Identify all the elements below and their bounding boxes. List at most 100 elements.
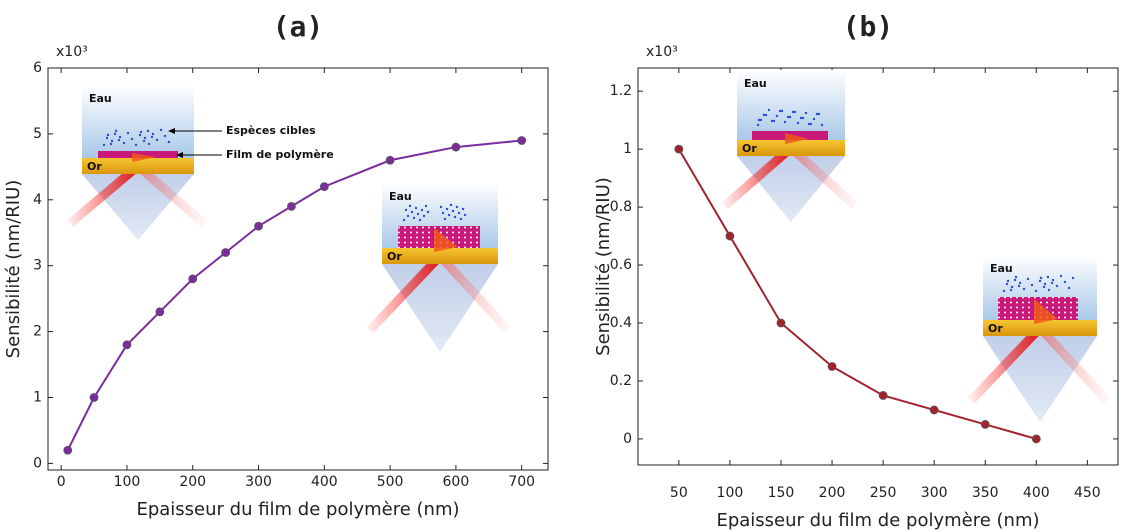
target-molecule bbox=[163, 134, 167, 138]
target-molecule bbox=[786, 115, 790, 119]
y-tick-label: 1.2 bbox=[610, 83, 632, 99]
target-molecule bbox=[412, 216, 416, 220]
target-molecule bbox=[783, 120, 787, 124]
plasmon-arrow bbox=[132, 153, 156, 162]
target-molecule bbox=[772, 119, 776, 123]
target-molecule bbox=[443, 217, 447, 221]
target-molecule bbox=[778, 109, 782, 113]
target-molecule bbox=[414, 206, 418, 210]
target-molecule bbox=[1005, 282, 1009, 286]
target-molecule bbox=[1022, 287, 1026, 291]
x-tick-label: 300 bbox=[245, 474, 272, 490]
target-molecule bbox=[126, 131, 130, 135]
target-molecule bbox=[439, 205, 443, 209]
target-molecule bbox=[812, 117, 816, 121]
x-tick-label: 150 bbox=[768, 485, 795, 501]
gold-layer bbox=[737, 140, 845, 156]
target-molecule bbox=[408, 204, 412, 208]
y-tick-label: 0.8 bbox=[610, 199, 632, 215]
x-tick-label: 700 bbox=[508, 474, 535, 490]
target-molecule bbox=[105, 136, 109, 140]
target-molecule bbox=[109, 142, 113, 146]
target-molecule bbox=[449, 203, 453, 207]
target-molecule bbox=[1030, 283, 1034, 287]
target-molecule bbox=[780, 109, 784, 113]
data-point bbox=[188, 274, 198, 284]
target-molecule bbox=[455, 205, 459, 209]
y-axis-label: Sensibilité (nm/RIU) bbox=[3, 180, 24, 359]
target-molecule bbox=[102, 143, 106, 147]
y-tick-label: 3 bbox=[33, 258, 42, 274]
pointer-head bbox=[168, 128, 175, 134]
target-molecule bbox=[122, 141, 126, 145]
target-molecule bbox=[118, 135, 122, 139]
target-molecule bbox=[155, 138, 159, 142]
target-molecule bbox=[1047, 288, 1051, 292]
gold-layer bbox=[382, 248, 498, 264]
target-molecule bbox=[406, 214, 410, 218]
target-molecule bbox=[759, 118, 763, 122]
inset-label: Eau bbox=[744, 77, 767, 90]
data-point bbox=[517, 136, 527, 145]
inset-label: Espèces cibles bbox=[226, 124, 316, 137]
y-tick-label: 4 bbox=[33, 192, 42, 208]
target-molecule bbox=[770, 119, 774, 123]
data-point bbox=[725, 231, 735, 241]
target-molecule bbox=[1010, 285, 1014, 289]
target-molecule bbox=[1042, 285, 1046, 289]
target-molecule bbox=[815, 112, 819, 116]
y-tick-label: 2 bbox=[33, 324, 42, 340]
data-line bbox=[677, 148, 1037, 440]
y-tick-label: 1 bbox=[623, 141, 632, 157]
x-tick-label: 50 bbox=[670, 485, 688, 501]
target-molecule bbox=[142, 139, 146, 143]
gold-layer bbox=[983, 320, 1097, 336]
target-molecule bbox=[1050, 281, 1054, 285]
incident-beam bbox=[366, 252, 444, 334]
reflected-beam bbox=[1036, 324, 1111, 404]
water bbox=[82, 85, 194, 158]
target-molecule bbox=[404, 208, 408, 212]
x-tick-label: 600 bbox=[443, 474, 470, 490]
y-tick-label: 0 bbox=[623, 431, 632, 447]
data-point bbox=[827, 362, 837, 371]
data-point bbox=[1031, 434, 1041, 444]
reflected-beam bbox=[436, 252, 512, 334]
inset-label: Eau bbox=[389, 190, 412, 203]
incident-beam bbox=[722, 144, 794, 209]
inset-label: Or bbox=[742, 142, 757, 155]
target-molecule bbox=[426, 210, 430, 214]
data-point bbox=[63, 445, 73, 455]
incident-beam bbox=[967, 324, 1044, 404]
target-molecule bbox=[1038, 279, 1042, 283]
y-multiplier: x10³ bbox=[646, 44, 678, 60]
target-molecule bbox=[1046, 275, 1050, 279]
y-axis-label: Sensibilité (nm/RIU) bbox=[593, 177, 614, 356]
gold-layer bbox=[82, 158, 194, 174]
target-molecule bbox=[767, 108, 771, 112]
reflected-beam bbox=[135, 162, 207, 227]
y-tick-label: 1 bbox=[33, 390, 42, 406]
target-molecule bbox=[1067, 286, 1071, 290]
x-tick-label: 350 bbox=[972, 485, 999, 501]
chart-title: (a) bbox=[273, 10, 324, 43]
x-tick-label: 100 bbox=[717, 485, 744, 501]
target-molecule bbox=[1051, 278, 1055, 282]
target-molecule bbox=[114, 129, 118, 133]
x-tick-label: 300 bbox=[921, 485, 948, 501]
inset-label: Or bbox=[387, 250, 402, 263]
x-tick-label: 500 bbox=[377, 474, 404, 490]
target-molecule bbox=[804, 111, 808, 115]
target-molecule bbox=[801, 116, 805, 120]
target-molecule bbox=[139, 130, 143, 134]
target-molecule bbox=[1017, 284, 1021, 288]
target-molecule bbox=[1014, 275, 1018, 279]
target-molecule bbox=[410, 210, 414, 214]
data-point bbox=[878, 391, 888, 400]
target-molecule bbox=[757, 118, 761, 122]
target-molecule bbox=[1018, 281, 1022, 285]
target-molecule bbox=[1034, 289, 1038, 293]
y-tick-label: 5 bbox=[33, 126, 42, 142]
target-molecule bbox=[150, 135, 154, 139]
target-molecule bbox=[134, 143, 138, 147]
